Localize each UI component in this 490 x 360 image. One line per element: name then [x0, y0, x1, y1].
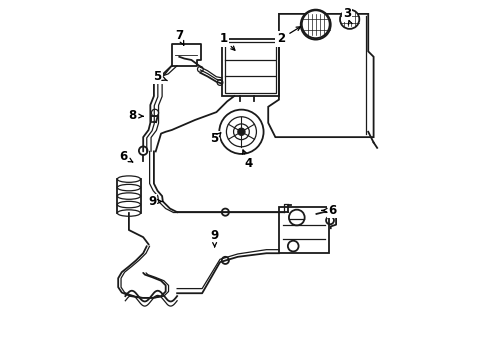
- Bar: [279, 207, 329, 253]
- Text: 9: 9: [211, 229, 219, 242]
- Text: 6: 6: [120, 150, 128, 163]
- Circle shape: [340, 10, 359, 29]
- Bar: [224, 42, 276, 93]
- Text: 5: 5: [153, 70, 162, 83]
- Text: 5: 5: [211, 132, 219, 145]
- Circle shape: [222, 208, 229, 216]
- Text: 4: 4: [245, 157, 253, 170]
- Text: 6: 6: [328, 204, 337, 217]
- Circle shape: [302, 10, 330, 38]
- Text: 2: 2: [277, 32, 285, 45]
- Text: 7: 7: [175, 29, 183, 42]
- Text: 1: 1: [220, 32, 228, 45]
- Text: 3: 3: [343, 8, 351, 21]
- Text: 9: 9: [148, 195, 156, 208]
- Circle shape: [222, 257, 229, 264]
- Circle shape: [238, 128, 245, 135]
- Text: 8: 8: [128, 109, 137, 122]
- Bar: [222, 39, 279, 96]
- Circle shape: [289, 210, 305, 225]
